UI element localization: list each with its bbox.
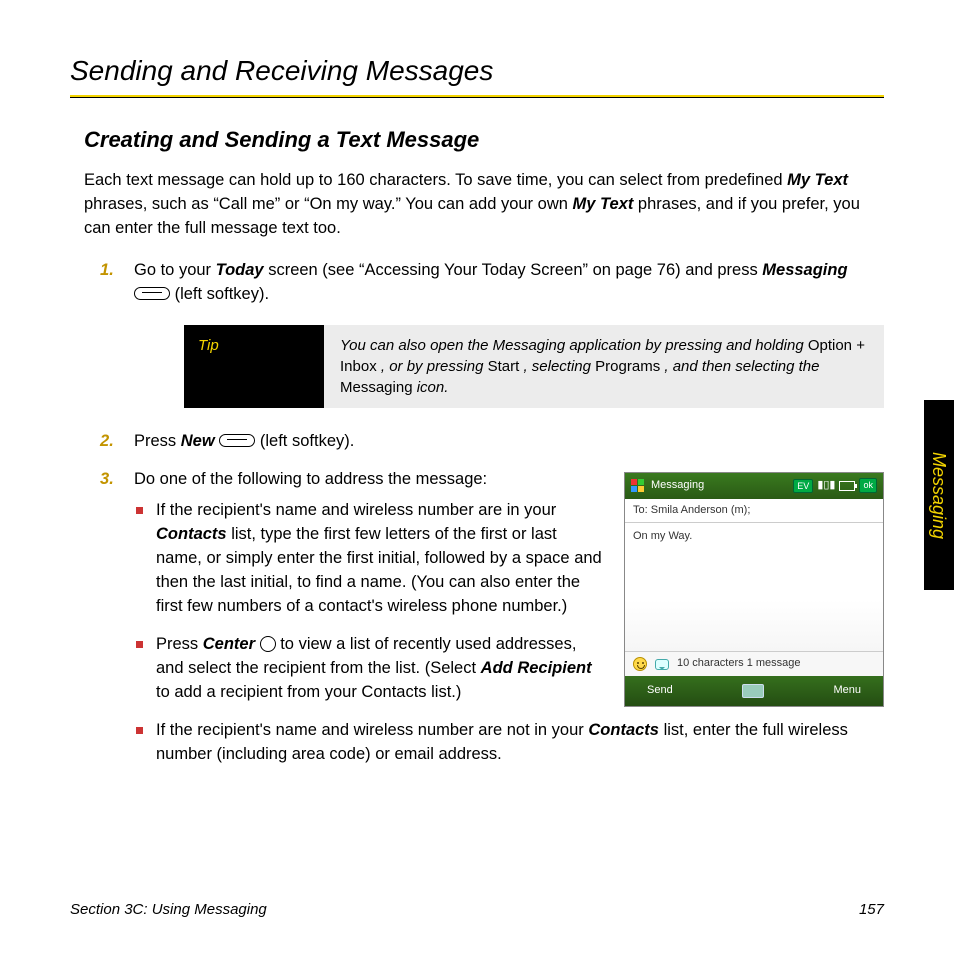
smiley-icon[interactable] [633, 657, 647, 671]
section-heading: Creating and Sending a Text Message [84, 127, 884, 153]
intro-paragraph: Each text message can hold up to 160 cha… [84, 169, 884, 241]
mytext-term: My Text [787, 171, 848, 189]
phone-menu-softkey[interactable]: Menu [833, 683, 861, 699]
speech-bubble-icon[interactable] [655, 659, 669, 670]
text: Go to your [134, 261, 216, 279]
contacts-term: Contacts [156, 525, 227, 543]
new-term: New [181, 432, 215, 450]
phone-softkey-bar: Send Menu [625, 676, 883, 706]
text: If the recipient's name and wireless num… [156, 501, 556, 519]
phone-send-softkey[interactable]: Send [647, 683, 673, 699]
text: phrases, such as “Call me” or “On my way… [84, 195, 573, 213]
manual-page: Sending and Receiving Messages Creating … [0, 0, 954, 954]
signal-icon: ▮▯▮ [817, 478, 835, 494]
text: to add a recipient from your Contacts li… [156, 683, 461, 701]
phone-screenshot: Messaging EV ▮▯▮ ok To: Smila Anderson (… [624, 472, 884, 708]
windows-flag-icon [631, 479, 645, 493]
step-list: Go to your Today screen (see “Accessing … [100, 259, 884, 767]
text: (left softkey). [175, 285, 269, 303]
step-2: Press New (left softkey). [100, 430, 884, 454]
softkey-icon [134, 287, 170, 300]
inbox-key: Inbox [340, 358, 377, 375]
list-item: If the recipient's name and wireless num… [134, 719, 884, 767]
text: screen (see “Accessing Your Today Screen… [268, 261, 762, 279]
sub-bullets: If the recipient's name and wireless num… [134, 499, 604, 704]
center-key-icon [260, 636, 276, 652]
ok-button[interactable]: ok [859, 478, 877, 493]
text: If the recipient's name and wireless num… [156, 721, 588, 739]
step-3: Do one of the following to address the m… [100, 468, 884, 767]
phone-status-bar: 10 characters 1 message [625, 651, 883, 676]
option-key: Option [808, 337, 852, 354]
list-item: If the recipient's name and wireless num… [134, 499, 604, 619]
phone-app-title: Messaging [651, 478, 704, 494]
programs-key: Programs [595, 358, 660, 375]
ev-indicator: EV [793, 479, 813, 493]
contacts-term: Contacts [588, 721, 659, 739]
mytext-term: My Text [573, 195, 634, 213]
start-key: Start [488, 358, 520, 375]
sub-bullets-continued: If the recipient's name and wireless num… [134, 719, 884, 767]
text: icon. [417, 379, 449, 396]
tip-label: Tip [184, 325, 324, 408]
text: Each text message can hold up to 160 cha… [84, 171, 787, 189]
messaging-key: Messaging [340, 379, 413, 396]
phone-titlebar: Messaging EV ▮▯▮ ok [625, 473, 883, 499]
text: You can also open the Messaging applicat… [340, 337, 808, 354]
softkey-icon [219, 434, 255, 447]
messaging-term: Messaging [762, 261, 847, 279]
text: (left softkey). [260, 432, 354, 450]
page-footer: Section 3C: Using Messaging 157 [70, 901, 884, 918]
page-number: 157 [859, 901, 884, 918]
chapter-tab: Messaging [924, 400, 954, 590]
phone-message-body[interactable]: On my Way. [625, 523, 883, 651]
text: Press [156, 635, 203, 653]
phone-to-field[interactable]: To: Smila Anderson (m); [625, 499, 883, 524]
center-term: Center [203, 635, 255, 653]
text: Do one of the following to address the m… [134, 470, 487, 488]
tip-body: You can also open the Messaging applicat… [324, 325, 884, 408]
text: + [856, 337, 865, 354]
tip-callout: Tip You can also open the Messaging appl… [184, 325, 884, 408]
phone-keyboard-icon[interactable] [742, 684, 764, 698]
text: , and then selecting the [664, 358, 819, 375]
footer-section: Section 3C: Using Messaging [70, 901, 267, 918]
text: , selecting [523, 358, 595, 375]
battery-icon [839, 481, 855, 491]
text: , or by pressing [381, 358, 488, 375]
text: Press [134, 432, 181, 450]
step-1: Go to your Today screen (see “Accessing … [100, 259, 884, 408]
char-count: 10 characters 1 message [677, 656, 801, 672]
page-title: Sending and Receiving Messages [70, 55, 884, 87]
list-item: Press Center to view a list of recently … [134, 633, 604, 705]
chapter-tab-label: Messaging [929, 451, 950, 538]
add-recipient-term: Add Recipient [481, 659, 592, 677]
today-term: Today [216, 261, 264, 279]
heading-rule [70, 95, 884, 99]
